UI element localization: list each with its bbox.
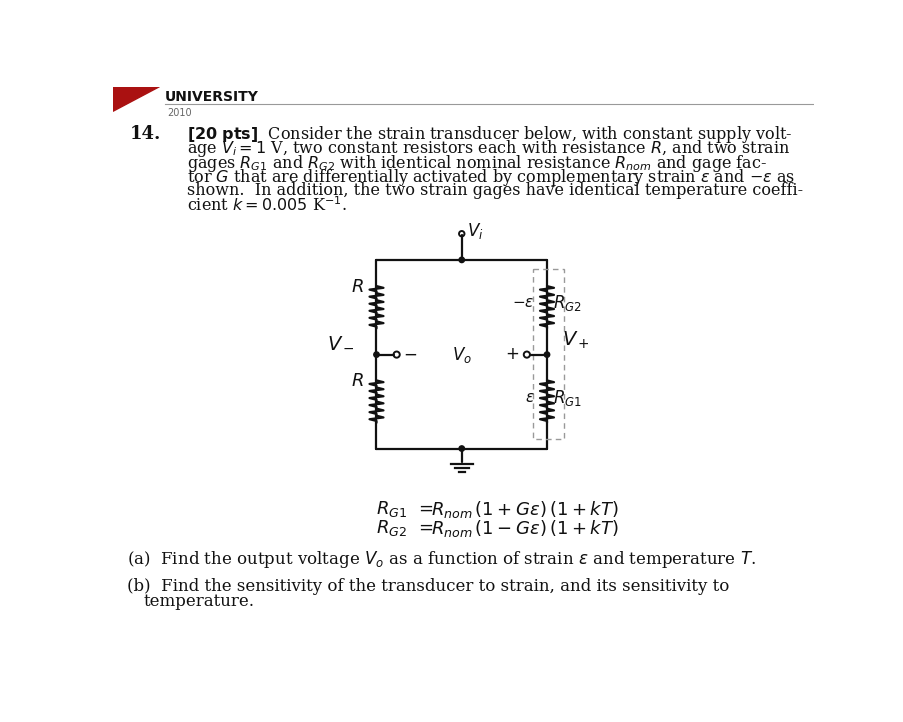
Text: $R_{nom}\,(1 - G\epsilon)\,(1 + kT)$: $R_{nom}\,(1 - G\epsilon)\,(1 + kT)$ — [430, 518, 618, 539]
Text: (a)  Find the output voltage $V_o$ as a function of strain $\epsilon$ and temper: (a) Find the output voltage $V_o$ as a f… — [126, 549, 755, 570]
Text: $R$: $R$ — [351, 373, 364, 391]
Text: $-\epsilon$: $-\epsilon$ — [512, 297, 534, 310]
Text: $V_+$: $V_+$ — [562, 329, 590, 351]
Text: $=$: $=$ — [414, 499, 433, 516]
Text: temperature.: temperature. — [144, 593, 255, 609]
Text: $V_i$: $V_i$ — [467, 222, 483, 241]
Text: $-$: $-$ — [403, 346, 416, 363]
Text: cient $k = 0.005$ K$^{-1}$.: cient $k = 0.005$ K$^{-1}$. — [186, 197, 346, 215]
Polygon shape — [113, 87, 159, 111]
Text: $\mathbf{[20\ pts]}$  Consider the strain transducer below, with constant supply: $\mathbf{[20\ pts]}$ Consider the strain… — [186, 123, 791, 144]
Text: $R_{G2}$: $R_{G2}$ — [553, 293, 582, 313]
Text: $V_-$: $V_-$ — [327, 333, 354, 351]
Bar — [533, 269, 563, 439]
Circle shape — [544, 352, 549, 357]
Text: UNIVERSITY: UNIVERSITY — [164, 90, 258, 104]
Text: $=$: $=$ — [414, 518, 433, 536]
Circle shape — [459, 446, 464, 451]
Text: $V_o$: $V_o$ — [452, 344, 471, 365]
Text: 2010: 2010 — [167, 108, 191, 118]
Text: (b)  Find the sensitivity of the transducer to strain, and its sensitivity to: (b) Find the sensitivity of the transduc… — [126, 578, 729, 595]
Text: gages $R_{G1}$ and $R_{G2}$ with identical nominal resistance $R_{nom}$ and gage: gages $R_{G1}$ and $R_{G2}$ with identic… — [186, 153, 766, 174]
Text: 14.: 14. — [130, 125, 162, 143]
Text: $\epsilon$: $\epsilon$ — [525, 391, 534, 405]
Text: $+$: $+$ — [505, 346, 518, 363]
Text: $R$: $R$ — [351, 278, 364, 296]
Text: $R_{G1}$: $R_{G1}$ — [376, 499, 407, 518]
Circle shape — [459, 257, 464, 263]
Text: tor $G$ that are differentially activated by complementary strain $\epsilon$ and: tor $G$ that are differentially activate… — [186, 168, 794, 188]
Circle shape — [373, 352, 378, 357]
Text: shown.  In addition, the two strain gages have identical temperature coeffi-: shown. In addition, the two strain gages… — [186, 182, 802, 199]
Text: $R_{G2}$: $R_{G2}$ — [376, 518, 407, 538]
Text: $R_{G1}$: $R_{G1}$ — [553, 388, 582, 408]
Text: $R_{nom}\,(1 + G\epsilon)\,(1 + kT)$: $R_{nom}\,(1 + G\epsilon)\,(1 + kT)$ — [430, 499, 618, 520]
Text: age $V_i = 1$ V, two constant resistors each with resistance $R$, and two strain: age $V_i = 1$ V, two constant resistors … — [186, 138, 789, 160]
